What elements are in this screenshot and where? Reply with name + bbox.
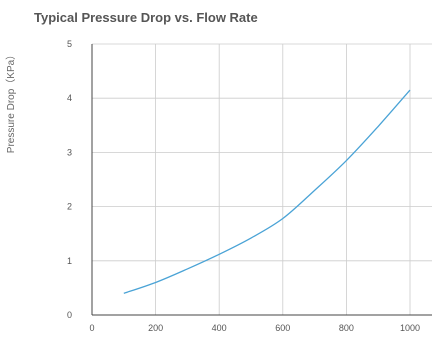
x-tick-label: 800 <box>339 323 354 333</box>
y-tick-label: 2 <box>67 202 72 212</box>
y-tick-label: 5 <box>67 39 72 49</box>
series-lines <box>123 89 411 294</box>
chart-title: Typical Pressure Drop vs. Flow Rate <box>34 10 258 25</box>
x-tick-label: 400 <box>212 323 227 333</box>
y-tick-label: 4 <box>67 93 72 103</box>
x-tick-label: 0 <box>89 323 94 333</box>
x-tick-label: 1000 <box>400 323 420 333</box>
gridlines <box>92 43 432 315</box>
y-axis-label: Pressure Drop（KPa） <box>5 50 17 153</box>
axes <box>91 44 432 316</box>
tick-labels: 0 1 2 3 4 5 0 200 400 600 800 1000 <box>67 39 420 333</box>
series-line <box>123 89 411 294</box>
y-tick-label: 3 <box>67 147 72 157</box>
x-tick-label: 600 <box>275 323 290 333</box>
y-tick-label: 1 <box>67 256 72 266</box>
y-tick-label: 0 <box>67 310 72 320</box>
x-tick-label: 200 <box>148 323 163 333</box>
